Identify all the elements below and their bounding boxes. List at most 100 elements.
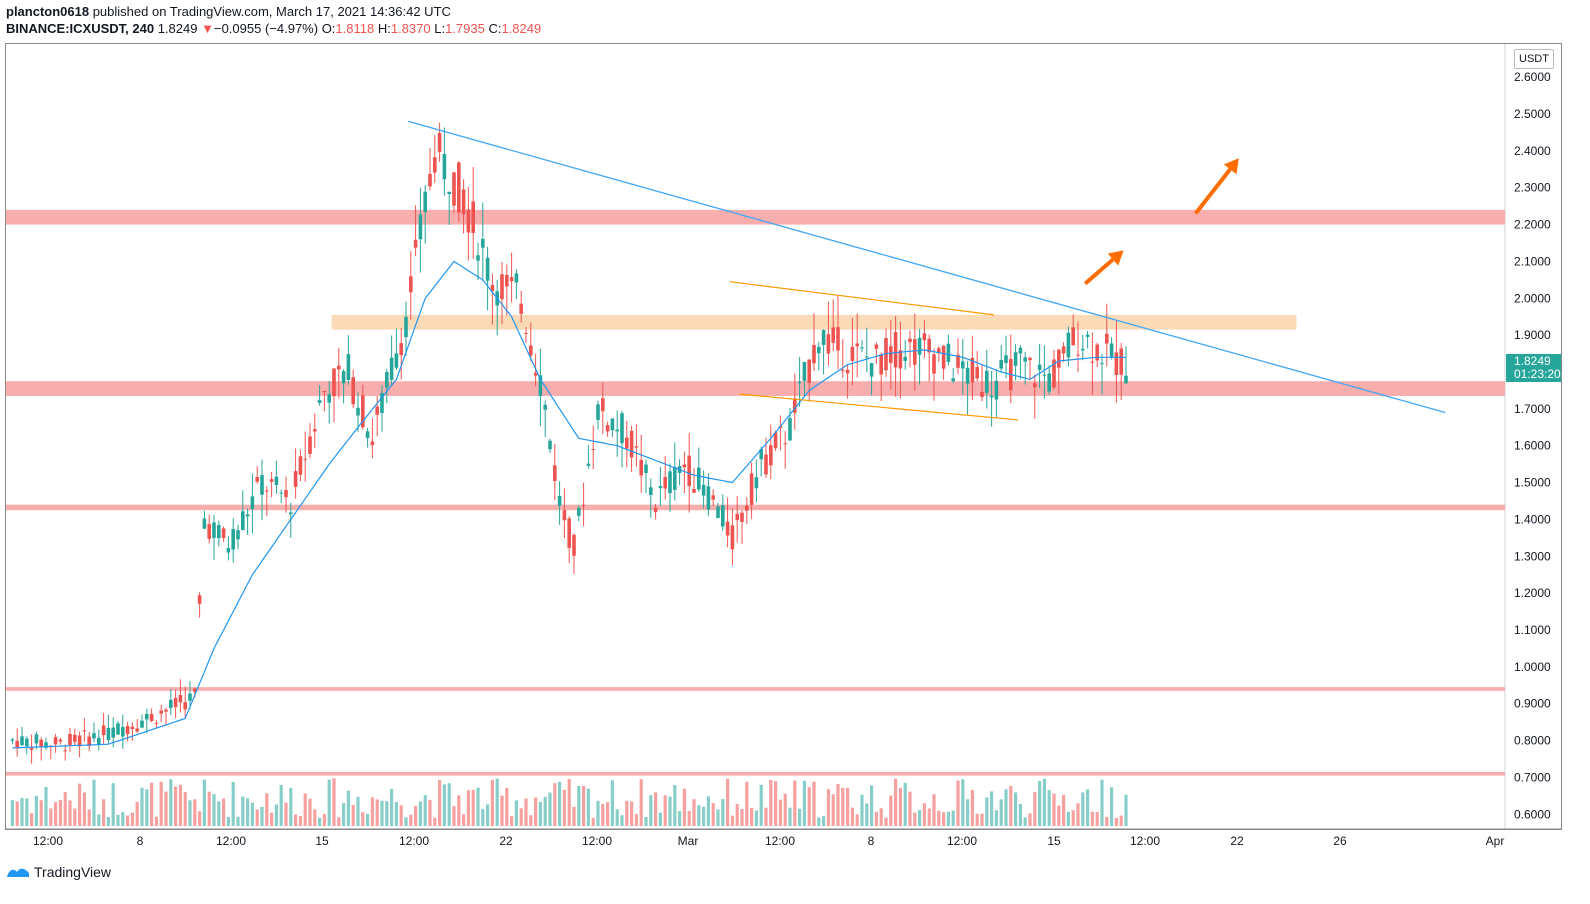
- candle-body: [231, 529, 235, 550]
- volume-bar: [1086, 789, 1090, 826]
- candle-body: [965, 367, 970, 384]
- candle-body: [586, 463, 591, 466]
- time-tick-label: Mar: [678, 834, 699, 848]
- volume-bar: [495, 778, 499, 826]
- volume-bar: [433, 817, 437, 826]
- price-tick-label: 1.3000: [1514, 549, 1551, 563]
- candle-body: [706, 486, 711, 510]
- volume-bar: [1018, 803, 1022, 826]
- volume-bar: [1105, 816, 1109, 826]
- volume-bar: [860, 794, 864, 826]
- candle-body: [303, 458, 307, 460]
- volume-bar: [342, 803, 346, 826]
- price-change: −0.0955 (−4.97%): [213, 21, 319, 36]
- candle-body: [73, 734, 77, 742]
- volume-bar: [946, 811, 950, 826]
- candle-body: [58, 739, 63, 742]
- candle-body: [812, 344, 816, 364]
- volume-bar: [524, 798, 528, 826]
- candle-body: [869, 363, 874, 377]
- volume-bar: [447, 783, 451, 826]
- candle-body: [428, 173, 432, 187]
- volume-bar: [82, 792, 86, 826]
- candle-body: [77, 735, 82, 747]
- candle-body: [20, 736, 24, 746]
- candle-body: [461, 189, 466, 215]
- candle-body: [821, 330, 826, 345]
- candle-body: [543, 404, 547, 410]
- volume-bar: [457, 795, 461, 826]
- candle-body: [351, 377, 355, 405]
- time-tick-label: 15: [1047, 834, 1061, 848]
- volume-bar: [702, 806, 706, 826]
- volume-bar: [932, 794, 936, 826]
- channel-upper-line: [729, 281, 995, 316]
- volume-bar: [260, 806, 264, 826]
- volume-bar: [567, 778, 571, 826]
- candle-body: [985, 370, 989, 393]
- volume-bar: [649, 795, 653, 826]
- candle-body: [183, 702, 187, 710]
- volume-bar: [908, 791, 912, 826]
- candle-body: [913, 339, 917, 365]
- volume-bar: [1052, 793, 1056, 826]
- volume-bar: [1124, 794, 1128, 826]
- volume-bar: [135, 801, 139, 826]
- volume-bar: [586, 788, 590, 826]
- volume-bar: [212, 794, 216, 826]
- trendline: [408, 120, 1446, 414]
- volume-bar: [361, 812, 365, 826]
- candle-body: [433, 157, 437, 173]
- volume-bar: [1095, 812, 1099, 826]
- footer-brand[interactable]: TradingView: [6, 864, 111, 880]
- candle-body: [274, 476, 279, 485]
- currency-label[interactable]: USDT: [1514, 49, 1554, 69]
- price-tick-label: 2.1000: [1514, 254, 1551, 268]
- candle-body: [855, 343, 859, 347]
- candle-body: [745, 505, 749, 511]
- volume-bar: [514, 800, 518, 826]
- volume-bar: [1090, 811, 1094, 826]
- candle-body: [826, 334, 831, 354]
- candle-body: [567, 518, 571, 548]
- volume-bar: [553, 783, 557, 826]
- author-name[interactable]: plancton0618: [6, 4, 90, 19]
- candle-body: [409, 276, 413, 293]
- volume-bar: [327, 779, 331, 826]
- volume-bar: [548, 792, 552, 826]
- candle-body: [356, 407, 360, 416]
- volume-bar: [500, 795, 504, 826]
- volume-bar: [682, 788, 686, 826]
- moving-average-line: [12, 260, 1126, 749]
- price-tick-label: 1.0000: [1514, 660, 1551, 674]
- volume-bar: [294, 814, 298, 826]
- volume-bar: [505, 787, 509, 826]
- candle-body: [202, 518, 207, 529]
- volume-bar: [49, 808, 53, 826]
- candle-body: [279, 492, 283, 494]
- candle-body: [649, 487, 653, 496]
- candle-body: [524, 332, 528, 334]
- volume-bar: [332, 778, 336, 826]
- candle-body: [1076, 354, 1080, 356]
- candle-body: [557, 495, 562, 506]
- volume-bar: [850, 807, 854, 826]
- volume-bar: [577, 786, 581, 826]
- volume-bar: [370, 797, 374, 826]
- volume-bar: [1114, 817, 1118, 826]
- candle-body: [538, 375, 543, 396]
- candle-body: [44, 742, 48, 748]
- candle-body: [716, 506, 720, 518]
- candle-body: [1013, 352, 1018, 366]
- volume-bar: [846, 787, 850, 826]
- volume-bar: [764, 807, 768, 826]
- low-label: L:: [434, 21, 446, 36]
- volume-bar: [481, 808, 485, 826]
- volume-bar: [678, 811, 682, 826]
- candle-body: [673, 467, 677, 490]
- candle-body: [1033, 383, 1037, 388]
- time-tick-label: 12:00: [1130, 834, 1160, 848]
- volume-bar: [673, 785, 677, 826]
- channel-lower-line: [739, 393, 1019, 421]
